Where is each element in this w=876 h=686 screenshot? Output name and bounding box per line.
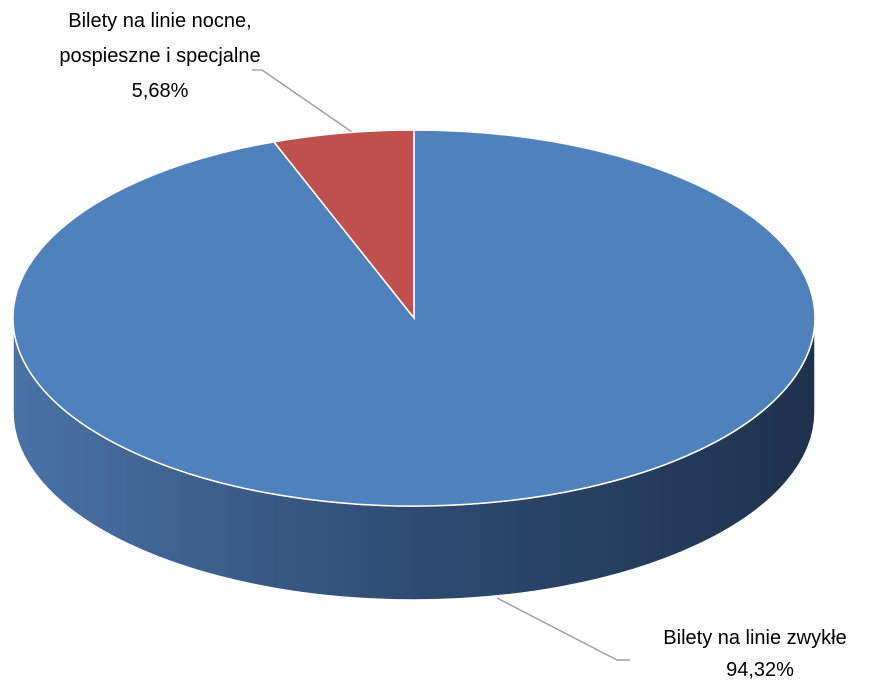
slice-value: 5,68% (131, 80, 189, 102)
leader-line (496, 597, 630, 661)
slice-value: 94,32% (726, 659, 794, 681)
data-label: Bilety na linie zwykłe 94,32% (635, 622, 876, 686)
slice-name: Bilety na linie zwykłe (663, 627, 847, 649)
pie-slice (272, 129, 415, 321)
slice-name: Bilety na linie nocne, pospieszne i spec… (59, 10, 261, 67)
leader-line (252, 69, 353, 133)
data-label: Bilety na linie nocne, pospieszne i spec… (55, 4, 265, 109)
